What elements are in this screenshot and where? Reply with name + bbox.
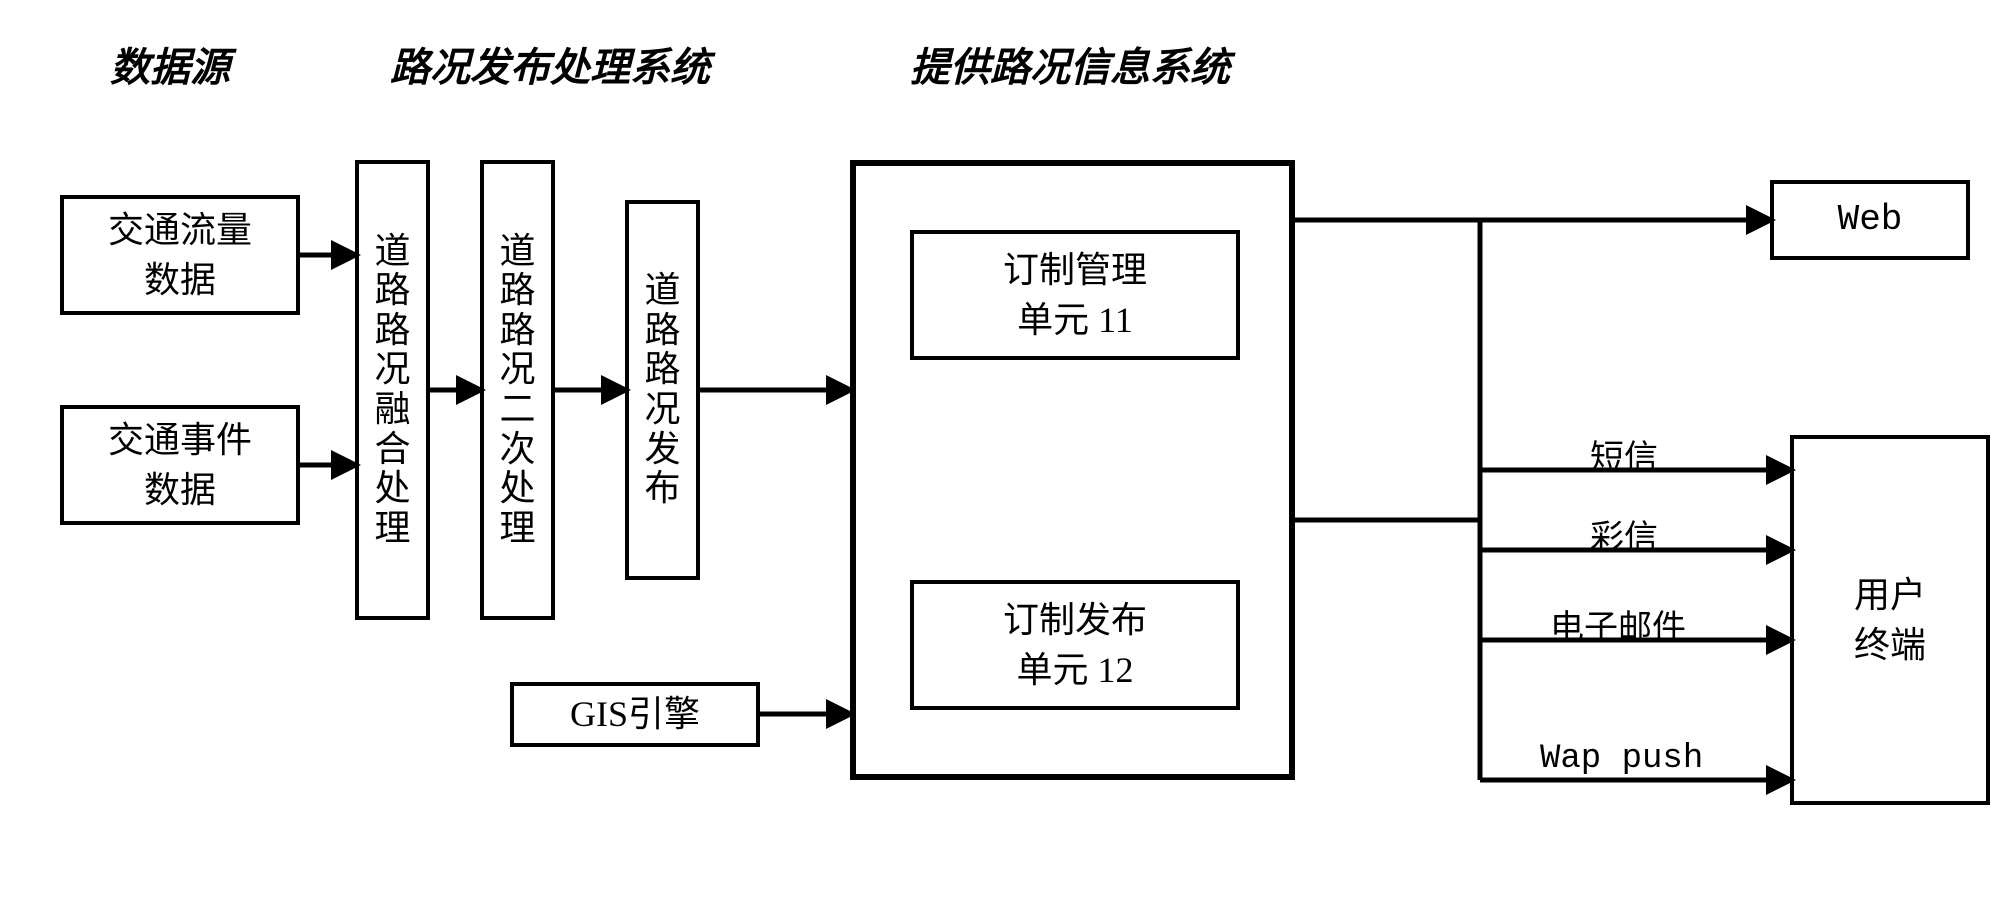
node-text: 单元 12 [1016, 650, 1133, 690]
vchar: 道 [374, 232, 410, 272]
vchar: 况 [374, 350, 410, 390]
vchar: 发 [644, 430, 680, 470]
vchar: 布 [644, 469, 680, 509]
node-text: 用户 [1854, 575, 1926, 615]
node-text: 交通事件 [108, 420, 252, 460]
node-text: 订制管理 [1003, 250, 1147, 290]
node-subscription-management-unit: 订制管理 单元 11 [910, 230, 1240, 360]
node-text: 交通流量 [108, 210, 252, 250]
node-traffic-event-data: 交通事件 数据 [60, 405, 300, 525]
label-email: 电子邮件 [1550, 600, 1686, 649]
vchar: 次 [499, 430, 535, 470]
label-mms: 彩信 [1590, 510, 1658, 559]
vchar: 路 [499, 311, 535, 351]
node-text: 单元 11 [1017, 300, 1133, 340]
vchar: 路 [499, 271, 535, 311]
vchar: 处 [374, 469, 410, 509]
node-text: 数据 [144, 260, 216, 300]
node-gis-engine: GIS引擎 [510, 682, 760, 747]
header-col3: 提供路况信息系统 [910, 35, 1230, 93]
vchar: 理 [374, 509, 410, 549]
vchar: 处 [499, 469, 535, 509]
node-secondary-processing: 道 路 路 况 二 次 处 理 [480, 160, 555, 620]
node-traffic-flow-data: 交通流量 数据 [60, 195, 300, 315]
vchar: 路 [374, 311, 410, 351]
header-col1: 数据源 [110, 35, 230, 93]
vchar: 路 [644, 311, 680, 351]
vchar: 合 [374, 430, 410, 470]
vchar: 路 [374, 271, 410, 311]
vchar: 路 [644, 350, 680, 390]
vchar: 况 [499, 350, 535, 390]
node-fusion-processing: 道 路 路 况 融 合 处 理 [355, 160, 430, 620]
vchar: 融 [374, 390, 410, 430]
node-text: 终端 [1854, 625, 1926, 665]
node-subscription-publish-unit: 订制发布 单元 12 [910, 580, 1240, 710]
node-publish: 道 路 路 况 发 布 [625, 200, 700, 580]
node-web: Web [1770, 180, 1970, 260]
vchar: 道 [644, 271, 680, 311]
header-col2: 路况发布处理系统 [390, 35, 710, 93]
vchar: 道 [499, 232, 535, 272]
vchar: 二 [499, 390, 535, 430]
diagram-root: 数据源 路况发布处理系统 提供路况信息系统 交通流量 数据 交通事件 数据 道 … [20, 20, 2000, 893]
label-sms: 短信 [1590, 430, 1658, 479]
node-user-terminal: 用户 终端 [1790, 435, 1990, 805]
vchar: 理 [499, 509, 535, 549]
node-text: 数据 [144, 470, 216, 510]
node-text: 订制发布 [1003, 600, 1147, 640]
label-wap: Wap push [1540, 740, 1703, 778]
vchar: 况 [644, 390, 680, 430]
